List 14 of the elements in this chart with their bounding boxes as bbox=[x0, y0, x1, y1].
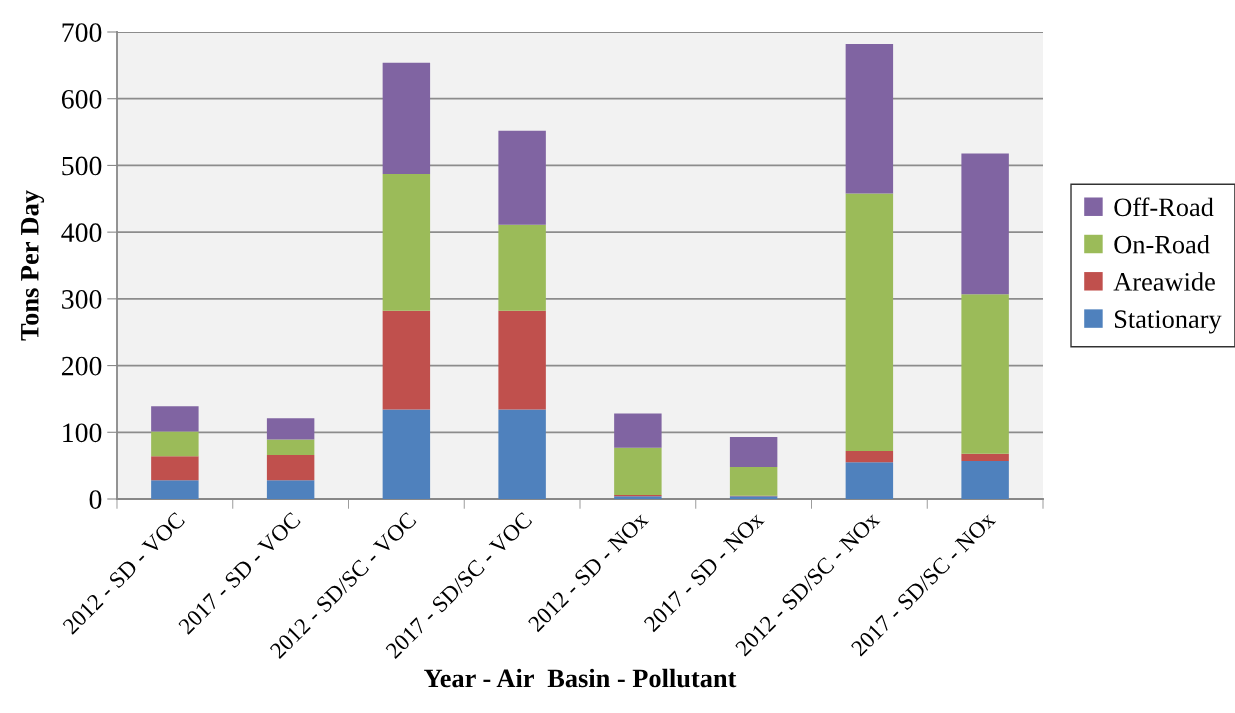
legend-label: Areawide bbox=[1113, 272, 1215, 291]
y-axis-title: Tons Per Day bbox=[21, 190, 45, 341]
y-tick-label: 600 bbox=[61, 89, 102, 109]
y-tick-label: 300 bbox=[62, 290, 102, 309]
x-axis-title: Year - Air Basin - Pollutant bbox=[424, 668, 737, 688]
y-tick-label: 400 bbox=[61, 223, 102, 243]
y-tick-label: 100 bbox=[63, 423, 102, 443]
legend-label: Off-Road bbox=[1114, 197, 1214, 217]
y-tick-label: 500 bbox=[62, 156, 102, 176]
y-tick-label: 700 bbox=[62, 23, 102, 42]
y-tick-label: 200 bbox=[61, 356, 102, 376]
legend-label: On-Road bbox=[1114, 234, 1210, 254]
legend-label: Stationary bbox=[1115, 310, 1222, 334]
y-tick-label: 0 bbox=[89, 490, 102, 509]
